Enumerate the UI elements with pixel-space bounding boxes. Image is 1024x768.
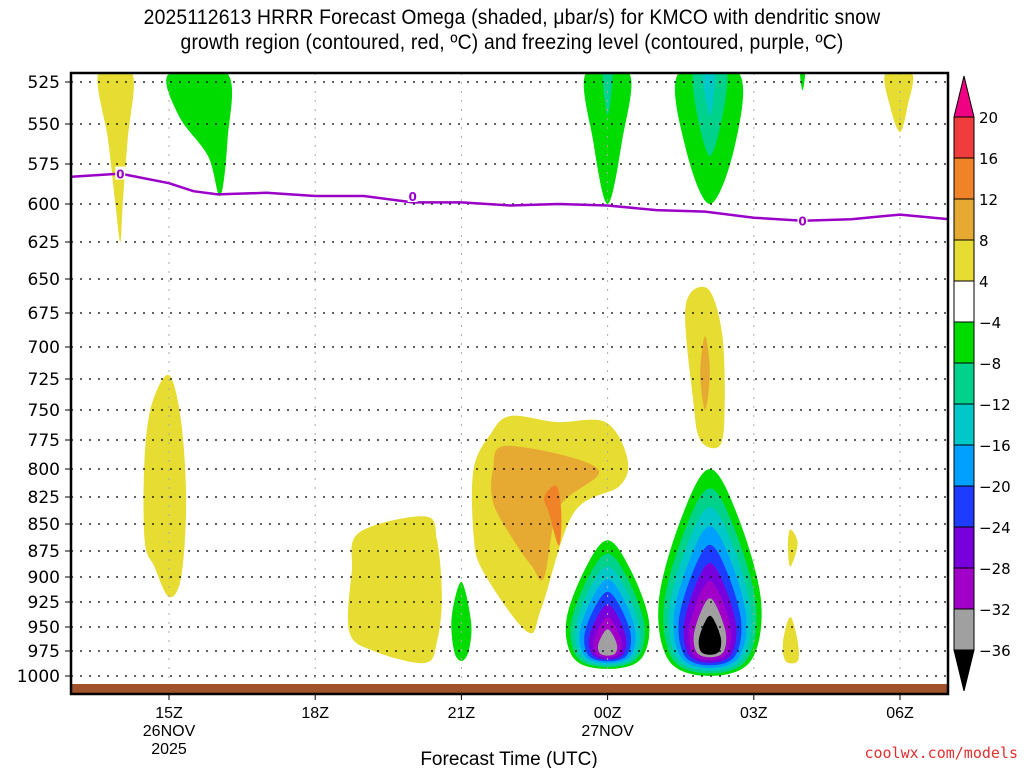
y-tick-label: 900 (28, 568, 60, 588)
colorbar-tick-label: 16 (979, 150, 998, 168)
omega-region-upper-positive-left (97, 73, 134, 242)
omega-region-upper-negative-0z (583, 73, 632, 204)
freezing-level-label-bg (797, 213, 808, 227)
y-tick-label: 575 (28, 155, 60, 175)
colorbar-tick-label: −24 (979, 519, 1011, 537)
colorbar-tick-label: −12 (979, 396, 1011, 414)
y-tick-label: 525 (28, 73, 60, 93)
x-tick-date: 27NOV (581, 723, 634, 740)
x-tick-label: 18Z (301, 705, 329, 722)
y-tick-label: 1000 (17, 667, 60, 687)
omega-region-upper-negative-0z-inner (602, 73, 613, 116)
omega-region-positive-4z-small-upper (787, 529, 798, 567)
colorbar-tick-label: −32 (979, 601, 1011, 619)
y-tick-label: 550 (28, 115, 60, 135)
colorbar: 20 16 12 8 4 −4 −8 −12 −16 −20 −24 −28 −32 −36 (953, 75, 1011, 692)
x-tick-label: 03Z (740, 705, 768, 722)
grid-lines (71, 73, 948, 694)
y-tick-label: 625 (28, 233, 60, 253)
colorbar-swatch (953, 403, 975, 446)
x-tick-date: 26NOV (143, 723, 196, 740)
colorbar-swatch (953, 198, 975, 241)
colorbar-tick-label: 4 (979, 273, 989, 291)
y-tick-label: 725 (28, 370, 60, 390)
colorbar-over-arrow (953, 75, 975, 118)
omega-region-positive-23z-core (543, 485, 562, 546)
omega-shading (97, 73, 914, 676)
colorbar-swatch (953, 485, 975, 528)
ground-fill (71, 684, 948, 694)
plot-frame (69, 71, 950, 696)
freezing-level-label: 0 (798, 215, 806, 229)
freezing-level-contour: 0 0 0 (71, 166, 948, 229)
colorbar-tick-label: −36 (979, 642, 1011, 660)
x-tick-label: 06Z (886, 705, 914, 722)
colorbar-tick-label: 8 (979, 232, 989, 250)
x-tick-label: 00Z (594, 705, 622, 722)
colorbar-tick-label: −8 (979, 355, 1001, 373)
freezing-level-label: 0 (408, 190, 416, 204)
omega-region-upper-negative-4z-sliver (800, 73, 806, 91)
y-tick-label: 925 (28, 593, 60, 613)
chart-title-line-1: 2025112613 HRRR Forecast Omega (shaded, … (143, 6, 881, 29)
omega-region-upper-negative-green-left (166, 73, 233, 197)
omega-region-upper-negative-2z-core (702, 73, 716, 116)
y-tick-label: 975 (28, 642, 60, 662)
omega-region-positive-2z-upper-inner (700, 336, 710, 410)
y-tick-label: 850 (28, 515, 60, 535)
y-tick-label: 675 (28, 304, 60, 324)
colorbar-tick-label: −28 (979, 560, 1011, 578)
colorbar-swatch (953, 157, 975, 200)
x-tick-label: 21Z (448, 705, 476, 722)
updraft-00Z-core-level--32 (597, 629, 618, 656)
colorbar-tick-label: 12 (979, 191, 998, 209)
y-tick-label: 800 (28, 460, 60, 480)
colorbar-swatch (953, 608, 975, 651)
colorbar-swatch (953, 321, 975, 364)
omega-region-positive-19z-block (347, 516, 442, 664)
y-tick-label: 650 (28, 270, 60, 290)
freezing-level-label: 0 (116, 168, 124, 182)
y-axis-ticks: 525 550 575 600 625 650 675 700 725 750 775 800 825 8… (17, 73, 71, 687)
y-tick-label: 600 (28, 195, 60, 215)
omega-region-negative-21z-drop (451, 581, 472, 661)
plot-border (69, 71, 950, 696)
colorbar-swatch (953, 567, 975, 610)
y-tick-label: 775 (28, 431, 60, 451)
y-tick-label: 750 (28, 401, 60, 421)
y-tick-label: 700 (28, 338, 60, 358)
colorbar-swatch (953, 526, 975, 569)
colorbar-tick-label: −20 (979, 478, 1011, 496)
y-tick-label: 875 (28, 542, 60, 562)
omega-region-positive-4z-small-lower (782, 617, 799, 664)
updraft-02Z-core-level--36 (698, 615, 722, 655)
colorbar-swatch (953, 444, 975, 487)
colorbar-swatch (953, 239, 975, 282)
x-tick-label: 15Z (155, 705, 183, 722)
omega-region-upper-positive-6z (884, 73, 914, 132)
x-tick-year: 2025 (151, 741, 187, 758)
freezing-level-line (71, 172, 948, 222)
ground-surface (71, 684, 948, 694)
colorbar-swatch (953, 362, 975, 405)
colorbar-tick-label: −16 (979, 437, 1011, 455)
y-tick-label: 825 (28, 488, 60, 508)
omega-region-positive-22z-orange (491, 445, 600, 581)
freezing-level-label-bg (407, 189, 418, 202)
omega-region-positive-15z-column (143, 374, 187, 598)
colorbar-under-arrow (953, 649, 975, 692)
colorbar-tick-label: −4 (979, 314, 1001, 332)
y-tick-label: 950 (28, 618, 60, 638)
credit-link[interactable]: coolwx.com/models (864, 744, 1018, 762)
chart-title-line-2: growth region (contoured, red, ºC) and f… (180, 31, 844, 54)
x-axis-label: Forecast Time (UTC) (420, 749, 597, 768)
colorbar-tick-label: 20 (979, 109, 998, 127)
colorbar-swatch (953, 116, 975, 159)
colorbar-swatch (953, 280, 975, 323)
freezing-level-label-bg (115, 166, 126, 180)
